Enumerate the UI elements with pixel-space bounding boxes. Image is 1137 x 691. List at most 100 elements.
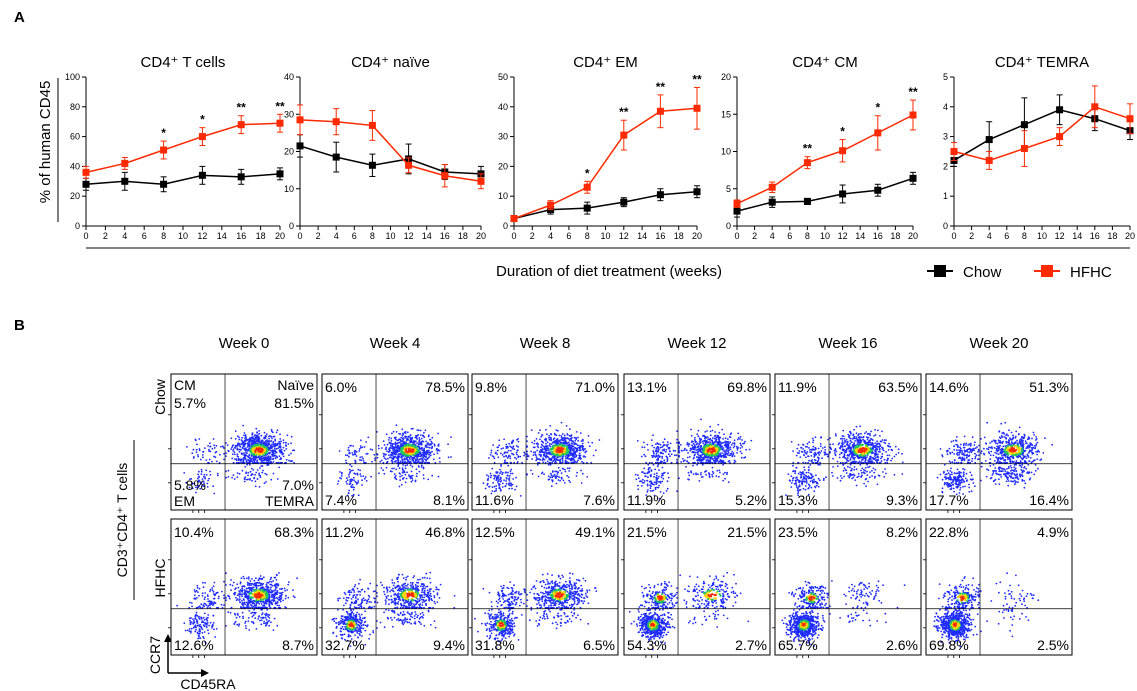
event-dot [548,434,550,437]
event-dot [348,476,351,478]
event-dot [190,477,193,480]
event-dot [716,469,719,472]
x-tick-label: 0 [297,231,302,241]
event-dot [489,453,492,456]
event-dot [551,476,554,479]
event-dot [362,460,365,462]
event-dot [409,437,412,439]
event-dot [530,429,533,431]
data-point [237,173,245,181]
event-dot [252,469,255,471]
series-hfhc [296,104,485,190]
event-dot [437,432,439,435]
event-dot [290,442,292,445]
event-dot [555,482,558,485]
event-dot [888,454,891,457]
data-point [82,180,90,188]
x-tick-label: 6 [566,231,571,241]
event-dot [537,475,540,478]
event-dot [654,443,657,445]
event-dot [404,435,407,438]
event-dot [509,445,511,448]
event-dot [399,475,401,478]
event-dot [566,467,569,470]
event-dot [348,483,351,486]
event-dot [349,478,352,481]
event-dot [732,446,735,449]
event-dot [544,437,547,440]
event-dot [271,453,273,456]
event-dot [417,455,419,458]
event-dot [539,450,542,453]
event-dot [657,486,660,489]
event-dot [349,471,351,473]
event-dot [697,450,700,453]
row-label-chow: Chow [152,378,168,415]
event-dot [695,440,697,443]
event-dot [398,485,401,488]
event-dot [197,481,200,483]
event-dot [698,460,701,462]
event-dot [493,457,496,460]
event-dot [351,478,354,481]
event-dot [354,453,357,456]
event-dot [565,425,568,427]
event-dot [667,447,670,450]
quadrant-pct-tl: 13.1% [627,379,667,395]
event-dot [690,471,693,474]
event-dot [722,473,725,475]
event-dot [390,437,393,440]
event-dot [357,468,360,471]
event-dot [255,439,258,442]
event-dot [515,485,518,488]
event-dot [395,431,398,433]
data-point [198,133,206,141]
event-dot [508,475,511,477]
event-dot [491,455,494,457]
event-dot [569,458,572,461]
event-dot [535,456,538,459]
data-point [733,200,741,208]
event-dot [266,440,269,443]
event-dot [395,475,397,477]
event-dot [191,452,194,455]
x-tick-label: 10 [820,231,830,241]
event-dot [656,446,659,448]
event-dot [887,449,890,451]
event-dot [532,446,535,449]
event-dot [431,445,434,448]
event-dot [581,442,584,445]
event-dot [558,476,560,478]
density-dot [410,453,413,456]
event-dot [215,460,218,463]
event-dot [496,471,499,473]
data-point [477,177,485,185]
event-dot [360,459,363,462]
event-dot [260,461,262,464]
event-dot [656,465,659,468]
event-dot [488,457,490,459]
event-dot [231,453,234,455]
event-dot [356,472,359,475]
quadrant-name-br: TEMRA [265,493,315,509]
significance-mark: * [875,101,880,115]
event-dot [394,441,397,444]
panel-b-label: B [14,317,25,334]
event-dot [573,436,576,439]
event-dot [374,457,376,459]
event-dot [447,456,450,459]
event-dot [556,471,559,474]
event-dot [735,445,738,448]
event-dot [418,459,420,461]
event-dot [411,427,414,430]
event-dot [225,455,227,457]
event-dot [731,450,734,453]
event-dot [392,430,395,433]
event-dot [574,440,577,442]
event-dot [665,448,668,451]
event-dot [202,476,205,478]
significance-mark: * [200,113,205,127]
density-dot [557,451,560,454]
event-dot [492,481,494,484]
event-dot [707,459,710,462]
